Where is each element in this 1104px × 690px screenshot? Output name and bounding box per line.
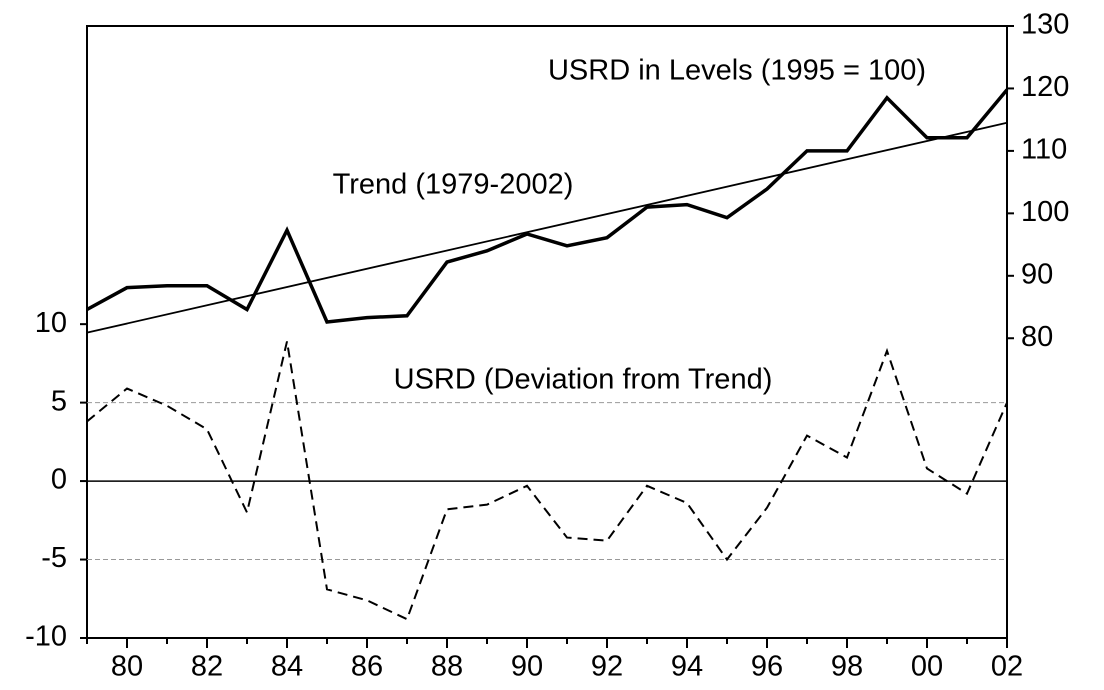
y-tick-label: -5 (41, 542, 67, 574)
y-tick-label: 0 (51, 464, 67, 496)
x-tick-label: 84 (271, 651, 303, 683)
x-tick-label: 80 (111, 651, 143, 683)
y2-tick-label: 100 (1021, 196, 1069, 228)
x-tick-label: 86 (351, 651, 383, 683)
y2-tick-label: 80 (1021, 321, 1053, 353)
x-tick-label: 96 (751, 651, 783, 683)
series-label: USRD (Deviation from Trend) (394, 364, 773, 396)
plot-frame (86, 25, 1008, 639)
y2-tick-label: 110 (1021, 134, 1067, 166)
y2-tick-label: 130 (1021, 9, 1069, 41)
series-label: USRD in Levels (1995 = 100) (548, 55, 926, 87)
y-tick-label: 5 (51, 385, 67, 417)
series-line (86, 341, 1008, 621)
x-tick-label: 90 (511, 651, 543, 683)
x-tick-label: 94 (671, 651, 703, 683)
y2-tick-label: 120 (1021, 71, 1069, 103)
series-label: Trend (1979-2002) (333, 169, 574, 201)
x-tick-label: 98 (831, 651, 863, 683)
y2-tick-label: 90 (1021, 258, 1053, 290)
x-tick-label: 92 (591, 651, 623, 683)
y-tick-label: -10 (25, 621, 67, 653)
series-line (86, 88, 1009, 324)
x-tick-label: 00 (911, 651, 943, 683)
x-tick-label: 82 (191, 651, 223, 683)
series-line (86, 121, 1008, 334)
x-tick-label: 02 (991, 651, 1023, 683)
x-tick-label: 88 (431, 651, 463, 683)
y-tick-label: 10 (35, 307, 67, 339)
